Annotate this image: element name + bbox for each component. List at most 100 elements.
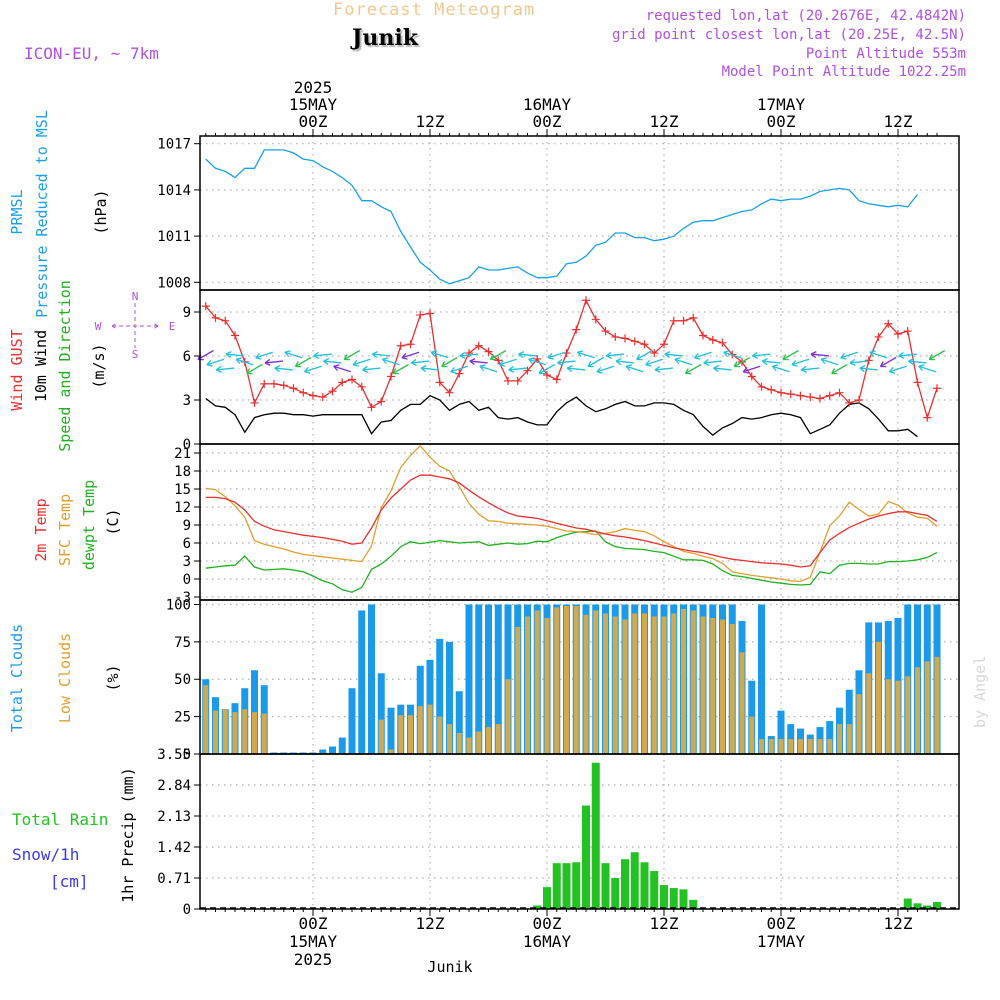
low-cloud-bar	[456, 733, 462, 754]
wind-arrow-head	[343, 354, 351, 361]
gust-marker	[640, 340, 649, 349]
wind-direction-arrow	[441, 356, 458, 368]
wind-arrow-shaft	[246, 363, 263, 375]
y-tick-label: 15	[174, 482, 191, 498]
gust-marker	[279, 381, 288, 390]
y-tick-label: 1008	[157, 275, 191, 291]
wind-arrow-head	[225, 351, 232, 359]
wind-direction-arrow	[489, 349, 507, 361]
total-cloud-bar	[758, 604, 765, 754]
low-cloud-bar	[603, 613, 608, 754]
precip-panel-frame	[199, 753, 960, 910]
wind-arrow-head	[264, 358, 271, 366]
time-label-bottom: 16MAY	[523, 932, 572, 951]
total-cloud-bar	[319, 749, 327, 754]
wind-arrow-head	[605, 351, 612, 359]
wind-direction-arrow	[898, 351, 917, 359]
low-cloud-bar	[427, 704, 433, 754]
wind-arrow-shaft	[362, 367, 381, 371]
wind-direction-arrow	[674, 357, 693, 366]
wind-arrow-shaft	[206, 358, 225, 366]
pressure-label-prmsl: PRMSL	[8, 189, 26, 234]
wind-direction-arrow	[752, 351, 771, 359]
gust-marker	[699, 331, 707, 340]
point-altitude: Point Altitude 553m	[805, 46, 966, 62]
low-cloud-bar	[213, 710, 218, 754]
wind-arrow-head	[742, 366, 750, 374]
total-clouds-label: Total Clouds	[8, 624, 26, 732]
y-tick-label: 0	[183, 437, 191, 453]
wind-arrow-shaft	[869, 351, 888, 359]
wind-direction-arrow	[928, 349, 946, 361]
gust-marker	[445, 388, 454, 397]
wind-direction-arrow	[713, 365, 732, 373]
wind-arrow-head	[869, 350, 876, 358]
wind-direction-arrow	[810, 351, 830, 359]
wind-arrow-head	[333, 364, 340, 372]
wind-arrow-shaft	[831, 363, 848, 375]
rain-bar	[650, 871, 659, 909]
wind-arrow-head	[246, 368, 253, 375]
wind-arrow-head	[362, 365, 369, 373]
low-cloud-bar	[486, 727, 491, 754]
gust-marker	[855, 396, 863, 404]
wind-direction-arrow	[225, 351, 245, 359]
gust-marker	[231, 331, 239, 340]
low-cloud-bar	[593, 610, 599, 754]
gust-marker	[874, 332, 883, 341]
wind-direction-arrow	[294, 356, 312, 368]
y-tick-label: -3	[174, 590, 191, 606]
wind-arrow-shaft	[518, 353, 537, 357]
rain-bar	[572, 862, 581, 909]
wind-direction-arrow	[576, 350, 595, 359]
wind-direction-arrow	[771, 364, 790, 373]
temp-2m-line	[205, 474, 938, 568]
wind-arrow-shaft	[615, 360, 635, 364]
wind-arrow-head	[352, 359, 360, 367]
wind-direction-arrow	[459, 351, 479, 359]
wind-direction-arrow	[343, 349, 361, 361]
wind-direction-arrow	[420, 365, 440, 373]
wind-arrow-head	[392, 368, 399, 375]
wind-direction-arrow	[742, 365, 761, 374]
rain-bar	[552, 863, 561, 909]
total-cloud-bar	[485, 604, 492, 754]
footer-station-label: Junik	[427, 958, 472, 976]
wind-arrow-shaft	[742, 365, 761, 373]
wind-arrow-head	[441, 361, 448, 368]
gust-marker	[777, 388, 785, 397]
wind-arrow-shaft	[801, 367, 820, 371]
low-cloud-bar	[525, 616, 530, 754]
gust-marker	[933, 384, 941, 393]
wind-arrow-head	[381, 357, 389, 365]
wind-arrow-head	[888, 366, 896, 374]
y-tick-label: 0	[183, 572, 191, 588]
wind-direction-arrow	[498, 358, 517, 367]
wind-direction-arrow	[831, 363, 848, 375]
low-cloud-bar	[934, 656, 940, 754]
low-cloud-bar	[710, 617, 716, 754]
gust-marker	[806, 393, 815, 402]
wind-direction-arrow	[879, 356, 897, 368]
wind-arrow-head	[820, 357, 828, 365]
gust-marker	[426, 309, 434, 318]
wind-arrow-head	[615, 358, 622, 366]
wind-direction-arrow	[450, 365, 469, 374]
wind-arrow-shaft	[547, 351, 566, 359]
temp-sfc-label: SFC Temp	[56, 494, 74, 566]
wind-arrow-shaft	[441, 356, 458, 368]
total-cloud-bar	[348, 688, 356, 754]
y-tick-label: 0	[183, 902, 191, 918]
wind-arrow-shaft	[469, 360, 488, 364]
wind-arrow-head	[664, 351, 671, 359]
wind-arrow-head	[849, 358, 856, 366]
wind-direction-arrow	[840, 351, 859, 360]
compass-west: W	[95, 320, 102, 333]
wind-speed-dir-label: Speed and Direction	[56, 280, 74, 452]
gust-marker	[601, 327, 610, 336]
gust-marker	[572, 325, 581, 334]
temp-unit-label: (C)	[104, 508, 122, 535]
gust-marker	[757, 382, 766, 391]
wind-arrow-shaft	[304, 365, 322, 373]
